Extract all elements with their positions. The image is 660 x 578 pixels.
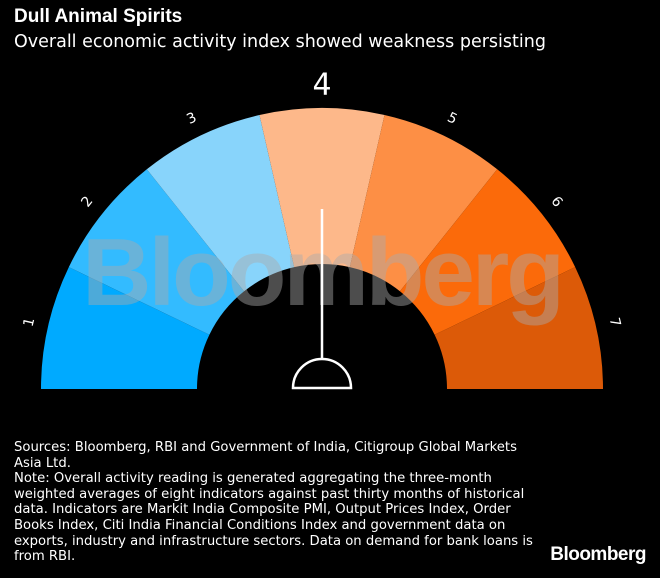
tick-label-1: 1: [21, 316, 39, 328]
chart-subtitle: Overall economic activity index showed w…: [14, 32, 546, 52]
sources-text: Sources: Bloomberg, RBI and Government o…: [14, 440, 517, 471]
gauge-segment-2: [68, 169, 245, 335]
needle-hub: [291, 357, 353, 390]
tick-label-7: 7: [606, 316, 624, 328]
tick-label-5: 5: [445, 110, 460, 128]
footnotes: Sources: Bloomberg, RBI and Government o…: [14, 440, 544, 565]
gauge-segment-3: [146, 115, 295, 292]
gauge-segment-5: [349, 115, 498, 292]
gauge-segment-1: [41, 267, 210, 389]
note-text: Note: Overall activity reading is genera…: [14, 471, 533, 565]
tick-label-6: 6: [548, 193, 566, 210]
chart-title: Dull Animal Spirits: [14, 6, 183, 27]
gauge-segment-7: [434, 267, 603, 389]
tick-label-3: 3: [184, 110, 199, 128]
bloomberg-logo: Bloomberg: [550, 544, 646, 565]
tick-label-2: 2: [78, 193, 96, 210]
gauge-segment-6: [399, 169, 576, 335]
gauge-chart: 1 2 3 4 5 6 7 Bloomberg: [21, 68, 624, 390]
gauge-value-label: 4: [312, 68, 331, 103]
watermark: Bloomberg: [82, 219, 562, 326]
gauge-segment-4: [259, 107, 385, 268]
